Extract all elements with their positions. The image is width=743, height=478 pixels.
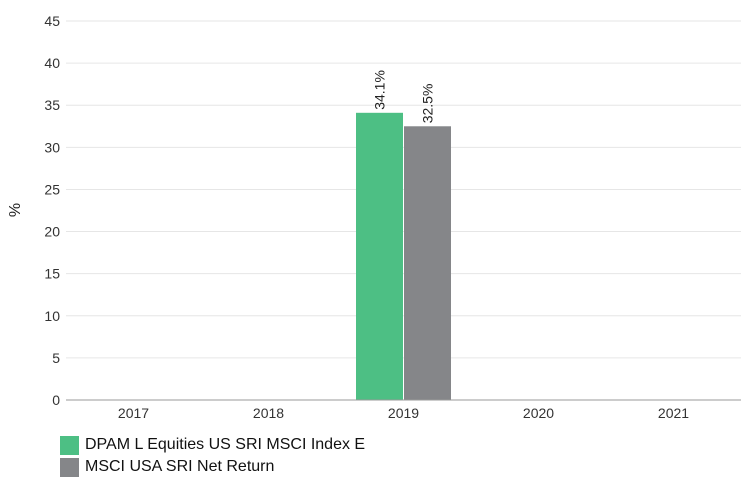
x-tick-label: 2018 bbox=[253, 405, 284, 421]
legend-swatch bbox=[60, 436, 79, 455]
gridlines bbox=[66, 21, 741, 358]
y-tick-label: 10 bbox=[44, 308, 60, 324]
data-label: 34.1% bbox=[372, 70, 388, 110]
legend-label: MSCI USA SRI Net Return bbox=[85, 458, 274, 476]
bars bbox=[356, 113, 451, 400]
x-tick-label: 2021 bbox=[658, 405, 689, 421]
legend: DPAM L Equities US SRI MSCI Index E MSCI… bbox=[60, 434, 365, 478]
y-tick-label: 25 bbox=[44, 181, 60, 197]
y-tick-label: 20 bbox=[44, 224, 60, 240]
y-tick-label: 5 bbox=[52, 350, 60, 366]
x-tick-label: 2019 bbox=[388, 405, 419, 421]
y-tick-label: 45 bbox=[44, 13, 60, 29]
y-tick-label: 40 bbox=[44, 55, 60, 71]
legend-swatch bbox=[60, 458, 79, 477]
y-axis-ticks: 0 5 10 15 20 25 30 35 40 45 bbox=[44, 13, 60, 408]
y-tick-label: 15 bbox=[44, 266, 60, 282]
bar-2019-series-2[interactable] bbox=[404, 126, 451, 400]
x-tick-label: 2017 bbox=[118, 405, 149, 421]
y-tick-label: 35 bbox=[44, 97, 60, 113]
legend-item-series-1[interactable]: DPAM L Equities US SRI MSCI Index E bbox=[60, 434, 365, 456]
y-tick-label: 30 bbox=[44, 139, 60, 155]
legend-label: DPAM L Equities US SRI MSCI Index E bbox=[85, 436, 365, 454]
y-axis-label: % bbox=[7, 203, 24, 217]
bar-2019-series-1[interactable] bbox=[356, 113, 403, 400]
x-tick-label: 2020 bbox=[523, 405, 554, 421]
data-label: 32.5% bbox=[420, 84, 436, 124]
y-tick-label: 0 bbox=[52, 392, 60, 408]
x-axis-ticks: 2017 2018 2019 2020 2021 bbox=[118, 405, 689, 421]
